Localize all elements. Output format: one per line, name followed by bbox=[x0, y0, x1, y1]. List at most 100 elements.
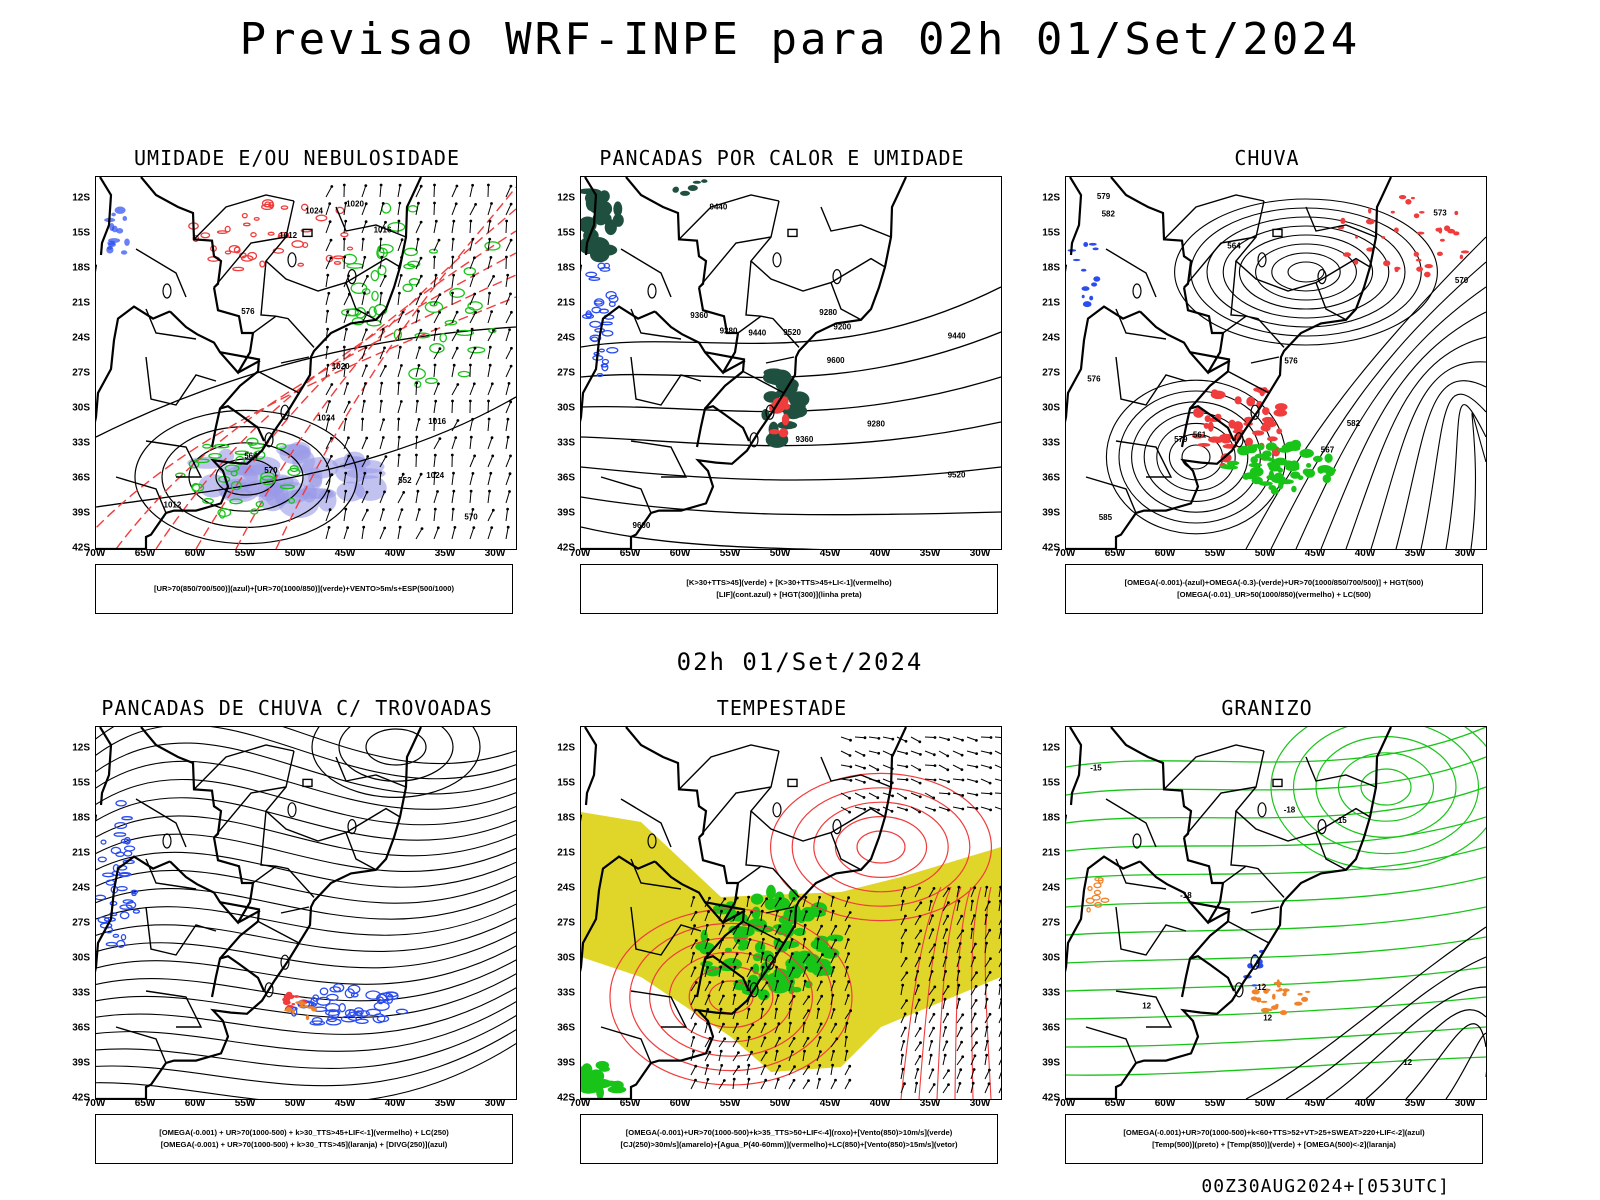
rain-omega-north-cell bbox=[1436, 251, 1443, 256]
contour-label: 9280 bbox=[867, 419, 885, 428]
thickness-labels-cell bbox=[253, 216, 260, 221]
wind-arrow bbox=[942, 943, 946, 954]
wind-arrowhead bbox=[383, 274, 387, 278]
divergence-andes bbox=[96, 800, 141, 948]
lon-tick-label: 65W bbox=[134, 548, 156, 559]
wind-arrow bbox=[379, 203, 384, 216]
wind-arrow bbox=[433, 418, 435, 432]
lon-tick-label: 35W bbox=[434, 548, 456, 559]
wind-arrow bbox=[928, 929, 934, 940]
wind-arrowhead bbox=[971, 1081, 975, 1085]
wind-850-south-cell bbox=[581, 1074, 592, 1086]
wind-arrow bbox=[984, 999, 988, 1010]
state-border bbox=[1250, 356, 1280, 364]
country-border bbox=[99, 177, 113, 256]
divergence-andes-cell bbox=[112, 933, 120, 938]
wind-arrow bbox=[984, 1069, 990, 1080]
humidity-low-south-cell bbox=[288, 497, 296, 504]
wind-arrow bbox=[433, 184, 435, 198]
wind-arrowhead bbox=[437, 382, 440, 386]
wind-arrow bbox=[397, 203, 401, 216]
divergence-250-cell bbox=[354, 1010, 363, 1017]
wind-arrowhead bbox=[384, 455, 388, 458]
wind-arrow bbox=[505, 455, 511, 468]
thickness-labels-cell bbox=[240, 255, 254, 262]
wind-arrowhead bbox=[761, 1007, 765, 1011]
wind-arrowhead bbox=[735, 952, 739, 956]
wind-arrowhead bbox=[849, 765, 853, 769]
state-border bbox=[1115, 990, 1173, 1028]
wind-arrow bbox=[896, 750, 907, 754]
wind-arrowhead bbox=[985, 1053, 988, 1057]
contour-line bbox=[834, 815, 928, 878]
rain-omega-green-cell bbox=[1226, 460, 1240, 466]
contour-label: 582 bbox=[1347, 419, 1361, 428]
wind-arrowhead bbox=[975, 793, 979, 797]
legend-line: [OMEGA(-0.001)+UR>70(1000-500)+k<60+TTS>… bbox=[1123, 1128, 1425, 1137]
wind-arrowhead bbox=[489, 471, 493, 475]
state-border bbox=[1115, 858, 1167, 890]
humidity-low-cell bbox=[414, 332, 431, 339]
wind-arrow bbox=[998, 901, 1001, 912]
lon-tick-label: 35W bbox=[434, 1098, 456, 1109]
convective-heat-unstable-cell bbox=[781, 413, 790, 426]
omega-500-cell bbox=[1278, 988, 1283, 992]
wind-arrowhead bbox=[947, 1083, 950, 1086]
wind-850-vectors-east bbox=[900, 885, 1001, 1094]
wind-850-strong-cell bbox=[700, 929, 708, 943]
lon-tick-label: 55W bbox=[234, 1098, 256, 1109]
contour-label: 9520 bbox=[783, 328, 801, 337]
wind-arrowhead bbox=[472, 382, 476, 386]
wind-arrow bbox=[956, 1027, 962, 1038]
contour-line bbox=[1292, 727, 1480, 855]
rain-omega-blue-cell bbox=[1072, 258, 1081, 262]
humidity-low-south-cell bbox=[191, 483, 205, 492]
wind-arrow bbox=[994, 792, 1001, 794]
wind-arrowhead bbox=[379, 183, 383, 187]
wind-arrowhead bbox=[362, 399, 366, 403]
wind-arrowhead bbox=[384, 220, 387, 224]
wind-arrowhead bbox=[819, 980, 823, 984]
lon-tick-label: 70W bbox=[1054, 1098, 1076, 1109]
wind-arrowhead bbox=[706, 966, 709, 969]
wind-arrowhead bbox=[733, 965, 737, 969]
wind-arrow bbox=[896, 778, 908, 781]
humidity-low-south-cell bbox=[255, 500, 265, 508]
wind-arrowhead bbox=[946, 914, 950, 918]
wind-arrowhead bbox=[945, 1040, 949, 1044]
divergence-250-cell bbox=[365, 1008, 381, 1017]
state-border bbox=[213, 236, 287, 288]
wind-arrowhead bbox=[961, 778, 965, 782]
lat-tick-label: 42S bbox=[72, 542, 90, 554]
wind-arrow bbox=[914, 916, 921, 926]
wind-arrowhead bbox=[380, 381, 384, 385]
wind-arrowhead bbox=[863, 766, 866, 770]
humidity-upper-cell bbox=[290, 487, 333, 499]
height-contour bbox=[1270, 261, 1486, 549]
wind-arrow bbox=[830, 1038, 838, 1048]
divergence-andes-cell bbox=[120, 933, 127, 941]
wind-arrowhead bbox=[917, 942, 921, 946]
streamline-circulation bbox=[311, 727, 481, 798]
wind-arrowhead bbox=[832, 980, 836, 983]
state-border bbox=[145, 990, 203, 1028]
wind-arrowhead bbox=[363, 291, 366, 295]
legend-line: [OMEGA(-0.001) + UR>70(1000-500) + k>30_… bbox=[159, 1128, 449, 1137]
wind-arrow bbox=[704, 1051, 711, 1062]
lake bbox=[1317, 818, 1327, 835]
lon-tick-label: 30W bbox=[1454, 548, 1476, 559]
divergence-250-cell bbox=[325, 1018, 342, 1026]
wind-arrow bbox=[433, 438, 441, 450]
wind-arrow bbox=[746, 1024, 754, 1034]
wind-arrowhead bbox=[932, 1012, 936, 1016]
state-border bbox=[280, 356, 310, 364]
divergence-250-cell bbox=[340, 1015, 358, 1023]
wind-arrowhead bbox=[763, 924, 767, 928]
wind-arrowhead bbox=[931, 1068, 935, 1072]
state-border bbox=[1222, 315, 1247, 334]
lake bbox=[749, 982, 759, 998]
contour-line bbox=[1271, 252, 1341, 292]
humidity-low-cell bbox=[464, 306, 475, 314]
wind-arrow bbox=[924, 736, 936, 738]
wind-arrow bbox=[361, 383, 366, 396]
